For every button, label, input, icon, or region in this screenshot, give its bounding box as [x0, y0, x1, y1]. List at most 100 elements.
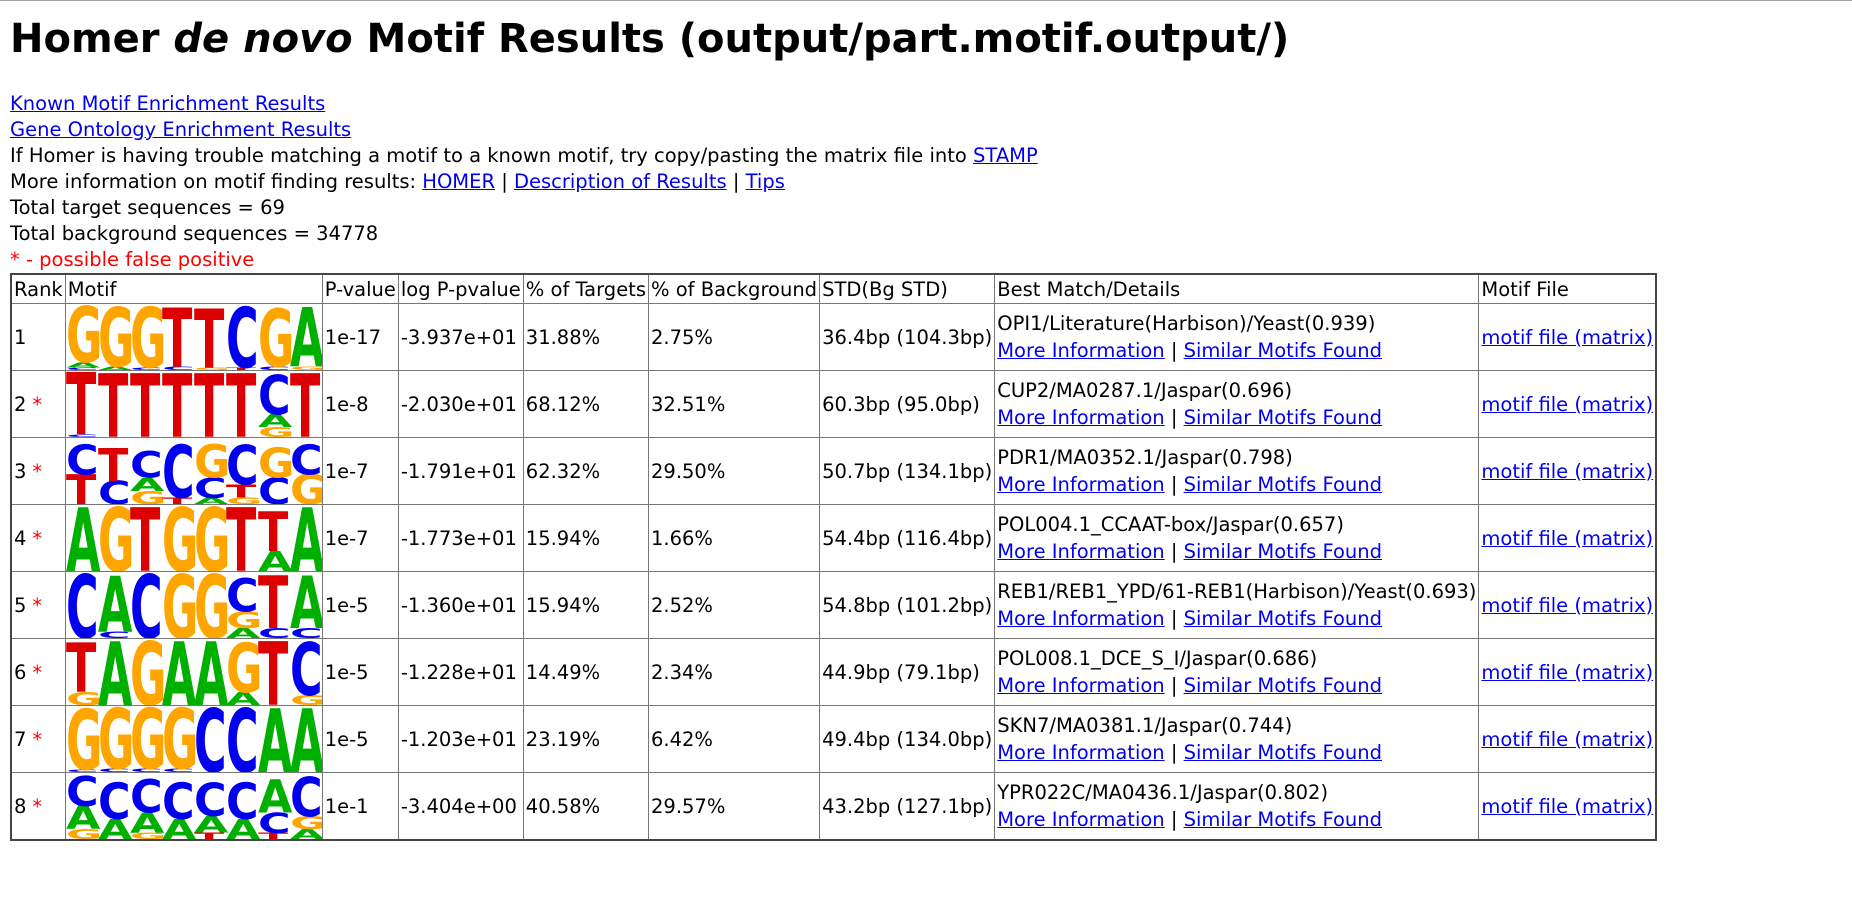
tips-link[interactable]: Tips: [745, 170, 785, 193]
logo-letter-A: A: [130, 807, 165, 839]
logo-letter-C: C: [226, 706, 259, 772]
gene-ontology-link[interactable]: Gene Ontology Enrichment Results: [10, 118, 352, 141]
more-information-link[interactable]: More Information: [997, 339, 1165, 362]
more-information-link[interactable]: More Information: [997, 674, 1165, 697]
logo-letter-A: A: [290, 572, 322, 638]
logo-letter-G: G: [258, 440, 294, 488]
motif-file-link[interactable]: motif file (matrix): [1481, 325, 1654, 349]
rank-value: 5: [14, 593, 27, 617]
motif-file-link[interactable]: motif file (matrix): [1481, 727, 1654, 751]
best-match-name: SKN7/MA0381.1/Jaspar(0.744): [997, 714, 1293, 737]
logo-letter-A: A: [226, 814, 261, 839]
motif-logo: CT T T T T T GAC T: [66, 371, 321, 437]
motif-file-link[interactable]: motif file (matrix): [1481, 526, 1654, 550]
log-pvalue-cell: -1.360e+01: [397, 571, 524, 639]
logo-letter-G: G: [290, 366, 322, 370]
motif-file-cell: motif file (matrix): [1478, 504, 1657, 572]
table-row: 2 * C T T T T T T G A C T 1e-8 -2.030e+01 68.12% 32.51% 6…: [10, 370, 1657, 438]
link-separator: |: [1164, 473, 1184, 496]
logo-letter-G: G: [194, 367, 230, 370]
motif-logo: GACACGACACTACACTCAAGC: [66, 773, 322, 839]
false-positive-note: * - possible false positive: [10, 248, 255, 271]
header-motif-file: Motif File: [1478, 273, 1657, 304]
logo-letter-G: G: [194, 572, 230, 638]
known-motif-link[interactable]: Known Motif Enrichment Results: [10, 92, 326, 115]
logo-letter-A: A: [162, 814, 197, 839]
logo-letter-C: C: [290, 639, 322, 705]
background-cell: 29.50%: [647, 437, 821, 505]
logo-letter-A: A: [162, 639, 197, 705]
log-pvalue-cell: -1.228e+01: [397, 638, 524, 706]
background-cell: 1.66%: [647, 504, 821, 572]
header-log-pvalue: log P-pvalue: [397, 273, 524, 304]
homer-link[interactable]: HOMER: [422, 170, 496, 193]
similar-motifs-link[interactable]: Similar Motifs Found: [1183, 473, 1383, 496]
logo-letter-T: T: [226, 481, 256, 502]
logo-letter-A: A: [290, 505, 322, 571]
best-match-name: YPR022C/MA0436.1/Jaspar(0.802): [997, 781, 1329, 804]
similar-motifs-link[interactable]: Similar Motifs Found: [1183, 607, 1383, 630]
table-row: 3*TCCTGACTCACGGTCCGGC1e-7-1.791e+0162.32…: [10, 437, 1657, 505]
logo-letter-T: T: [162, 304, 193, 370]
logo-letter-G: G: [66, 688, 102, 705]
false-positive-star: *: [32, 526, 43, 550]
log-pvalue-cell: -3.937e+01: [397, 303, 524, 371]
logo-letter-C: C: [290, 438, 322, 485]
logo-letter-A: A: [98, 572, 133, 638]
similar-motifs-link[interactable]: Similar Motifs Found: [1183, 808, 1383, 831]
motif-file-cell: motif file (matrix): [1478, 772, 1657, 841]
logo-letter-C: C: [162, 366, 195, 370]
motif-logo: CAGAGCGCTGTTCCGGA: [66, 304, 322, 370]
info-block: Known Motif Enrichment Results Gene Onto…: [10, 91, 1038, 273]
motif-logo: GTAGAAAGTGC: [66, 639, 322, 705]
more-information-link[interactable]: More Information: [997, 808, 1165, 831]
more-information-link[interactable]: More Information: [997, 741, 1165, 764]
page-title: Homer de novo Motif Results (output/part…: [10, 16, 1290, 62]
logo-letter-G: G: [162, 505, 198, 571]
best-match-cell: CUP2/MA0287.1/Jaspar(0.696) More Informat…: [994, 370, 1480, 438]
more-information-link[interactable]: More Information: [997, 406, 1165, 429]
description-link[interactable]: Description of Results: [513, 170, 727, 193]
logo-letter-T: T: [162, 371, 193, 437]
similar-motifs-link[interactable]: Similar Motifs Found: [1183, 339, 1383, 362]
similar-motifs-link[interactable]: Similar Motifs Found: [1183, 674, 1383, 697]
header-std: STD(Bg STD): [819, 273, 996, 304]
logo-letter-C: C: [66, 438, 99, 485]
rank-value: 6: [14, 660, 27, 684]
motif-file-link[interactable]: motif file (matrix): [1481, 660, 1654, 684]
header-row: Rank Motif P-value log P-pvalue % of Tar…: [10, 273, 1657, 304]
logo-letter-T: T: [194, 371, 225, 437]
pvalue-cell: 1e-17: [321, 303, 399, 371]
similar-motifs-link[interactable]: Similar Motifs Found: [1183, 741, 1383, 764]
best-match-cell: OPI1/Literature(Harbison)/Yeast(0.939) Mo…: [994, 303, 1480, 371]
background-cell: 29.57%: [647, 772, 821, 841]
best-match-name: REB1/REB1_YPD/61-REB1(Harbison)/Yeast(0.…: [997, 580, 1477, 603]
logo-letter-G: G: [66, 304, 102, 370]
similar-motifs-link[interactable]: Similar Motifs Found: [1183, 540, 1383, 563]
motif-file-link[interactable]: motif file (matrix): [1481, 459, 1654, 483]
header-background: % of Background: [647, 273, 821, 304]
logo-letter-G: G: [290, 693, 322, 705]
logo-letter-G: G: [130, 639, 166, 705]
motif-file-link[interactable]: motif file (matrix): [1481, 794, 1654, 818]
motif-file-link[interactable]: motif file (matrix): [1481, 392, 1654, 416]
stamp-link[interactable]: STAMP: [973, 144, 1038, 167]
std-cell: 43.2bp (127.1bp): [819, 772, 996, 841]
more-information-link[interactable]: More Information: [997, 607, 1165, 630]
logo-letter-T: T: [226, 367, 257, 370]
targets-cell: 15.94%: [522, 571, 650, 639]
logo-letter-G: G: [66, 827, 102, 839]
std-cell: 36.4bp (104.3bp): [819, 303, 996, 371]
background-cell: 2.52%: [647, 571, 821, 639]
similar-motifs-link[interactable]: Similar Motifs Found: [1183, 406, 1383, 429]
logo-letter-T: T: [258, 572, 288, 638]
logo-letter-A: A: [130, 474, 165, 495]
log-pvalue-cell: -1.773e+01: [397, 504, 524, 572]
logo-letter-C: C: [162, 768, 195, 772]
motif-file-link[interactable]: motif file (matrix): [1481, 593, 1654, 617]
logo-letter-A: A: [194, 812, 229, 838]
more-information-link[interactable]: More Information: [997, 473, 1165, 496]
logo-letter-T: T: [98, 439, 129, 492]
more-information-link[interactable]: More Information: [997, 540, 1165, 563]
